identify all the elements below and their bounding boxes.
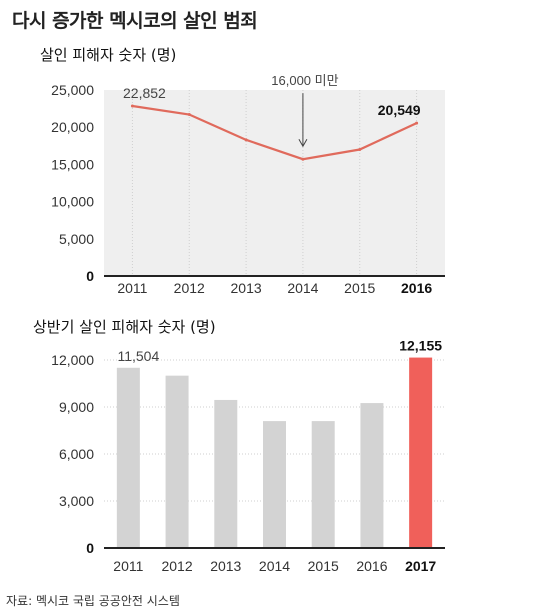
plot-area: [104, 90, 445, 276]
data-label: 11,504: [117, 348, 159, 364]
bar: [311, 421, 335, 548]
data-point: [415, 121, 419, 125]
y-tick-label: 0: [86, 540, 94, 556]
x-tick-label: 2014: [287, 280, 318, 296]
data-point: [358, 148, 362, 152]
annotation-arrow-head: [298, 138, 308, 148]
bar: [409, 357, 433, 548]
line-chart-title: 살인 피해자 숫자 (명): [40, 46, 177, 64]
data-label: 12,155: [399, 338, 442, 354]
data-label: 20,549: [378, 102, 421, 118]
data-point: [301, 157, 305, 161]
y-tick-label: 15,000: [51, 156, 94, 172]
data-point: [244, 138, 248, 142]
y-tick-label: 9,000: [59, 399, 94, 415]
bar: [214, 399, 238, 548]
y-tick-label: 0: [86, 268, 94, 284]
page-title: 다시 증가한 멕시코의 살인 범죄: [12, 10, 258, 32]
annotation-label: 16,000 미만: [271, 73, 338, 88]
x-tick-label: 2015: [344, 280, 375, 296]
y-tick-label: 12,000: [51, 352, 94, 368]
source-note: 자료: 멕시코 국립 공공안전 시스템: [6, 594, 180, 608]
x-tick-label: 2012: [174, 280, 205, 296]
x-tick-label: 2016: [401, 280, 432, 296]
x-tick-label: 2015: [308, 558, 339, 574]
data-point: [130, 104, 134, 108]
bar: [263, 421, 286, 548]
y-tick-label: 10,000: [51, 194, 94, 210]
line-chart: 0 5,000 10,000 15,000 20,000 25,000 2011 2012 20…: [51, 73, 445, 296]
x-tick-label: 2014: [259, 558, 290, 574]
x-tick-label: 2013: [210, 558, 241, 574]
x-tick-label: 2017: [405, 558, 436, 574]
bar-chart-title: 상반기 살인 피해자 숫자 (명): [33, 318, 216, 336]
data-point: [187, 113, 191, 117]
data-label: 22,852: [123, 85, 166, 101]
x-tick-label: 2013: [231, 280, 262, 296]
y-tick-label: 3,000: [59, 493, 94, 509]
bar: [360, 403, 384, 548]
y-tick-label: 25,000: [51, 82, 94, 98]
x-tick-label: 2012: [161, 558, 192, 574]
x-tick-label: 2011: [113, 558, 143, 574]
bar-chart: 0 3,000 6,000 9,000 12,000 2011 2012 2013 2014 20…: [51, 338, 445, 574]
bar: [116, 367, 140, 548]
bar: [165, 375, 189, 548]
y-tick-label: 6,000: [59, 446, 94, 462]
y-tick-label: 20,000: [51, 119, 94, 135]
y-tick-label: 5,000: [59, 231, 94, 247]
series-line: [132, 104, 418, 161]
x-tick-label: 2016: [356, 558, 387, 574]
x-tick-label: 2011: [117, 280, 147, 296]
